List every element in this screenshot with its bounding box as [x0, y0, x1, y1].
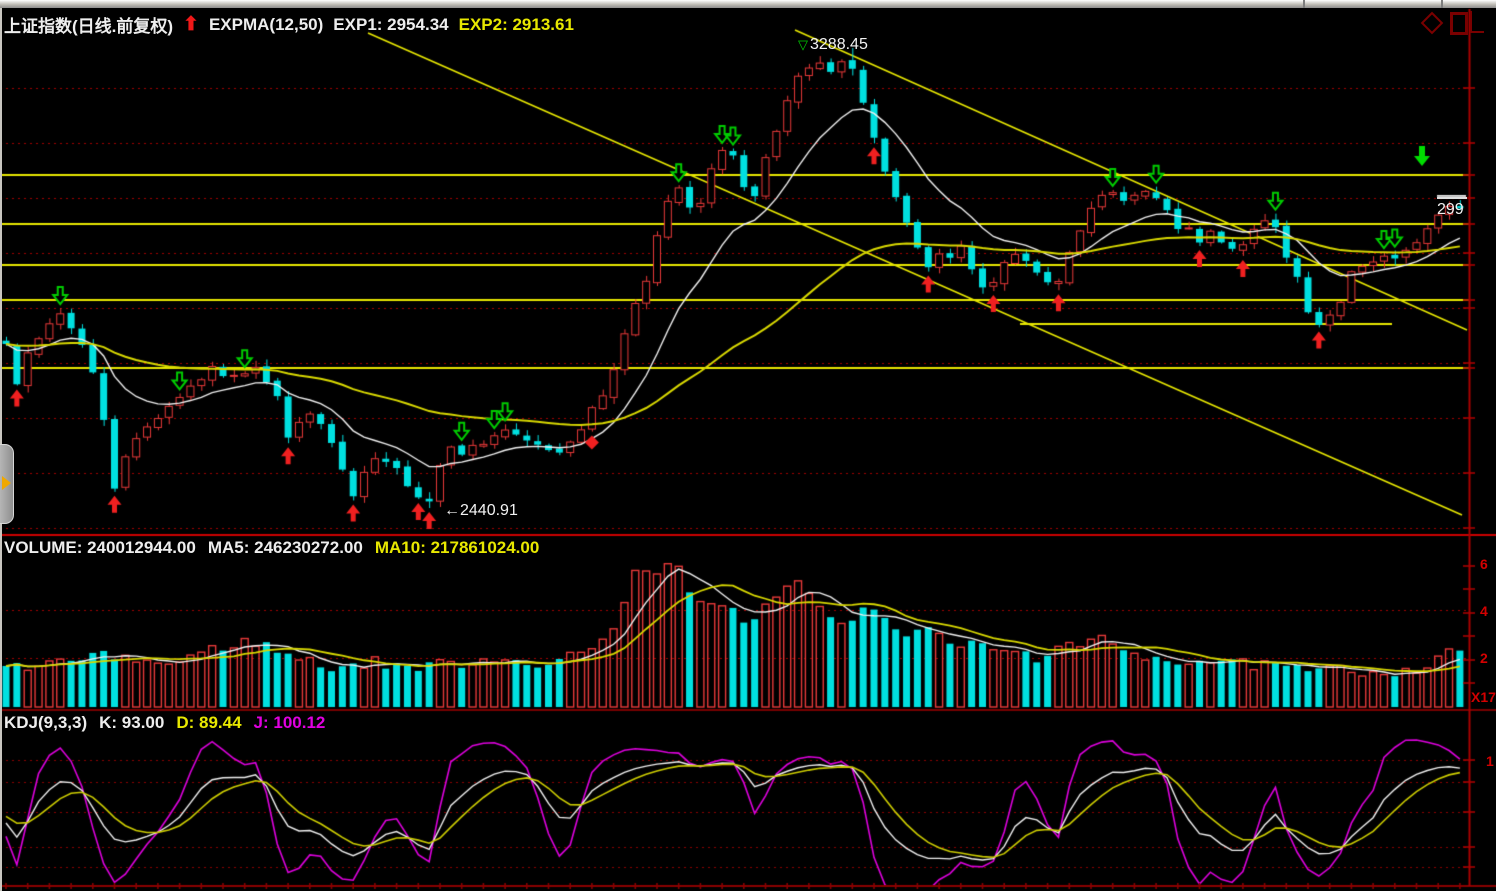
kdj-d-value: D: 89.44 — [176, 713, 242, 732]
exp1-value: EXP1: 2954.34 — [333, 14, 449, 34]
peak-annotation: ▽ 3288.45 — [798, 36, 868, 54]
window-edge-icon — [1470, 31, 1484, 33]
volume-scale-label: X17 — [1471, 689, 1496, 705]
symbol-title: 上证指数(日线.前复权) — [4, 17, 174, 36]
peak-marker-icon: ▽ — [798, 37, 808, 52]
kdj-axis-label: 1 — [1486, 753, 1494, 769]
volume-axis-label-6: 6 — [1480, 556, 1488, 572]
volume-axis-label-4: 4 — [1480, 603, 1488, 619]
expand-arrow-icon — [2, 476, 11, 490]
titlebar-strip — [0, 0, 1496, 8]
last-price-label: 299 — [1437, 197, 1467, 219]
chart-header: 上证指数(日线.前复权) ⬆︎ EXPMA(12,50) EXP1: 2954.… — [4, 12, 574, 37]
titlebar-seam — [1303, 0, 1305, 8]
kdj-header: KDJ(9,3,3) K: 93.00 D: 89.44 J: 100.12 — [4, 713, 325, 733]
volume-axis-label-2: 2 — [1480, 650, 1488, 666]
titlebar-seam — [1441, 0, 1443, 8]
exp2-value: EXP2: 2913.61 — [458, 14, 574, 34]
volume-ma10-value: MA10: 217861024.00 — [374, 538, 540, 557]
up-arrow-icon: ⬆︎ — [183, 13, 199, 35]
indicator-name[interactable]: EXPMA(12,50) — [208, 14, 324, 34]
kdj-k-value: K: 93.00 — [99, 713, 165, 732]
kdj-j-value: J: 100.12 — [253, 713, 326, 732]
volume-header: VOLUME: 240012944.00 MA5: 246230272.00 M… — [4, 538, 539, 558]
trough-annotation: ←2440.91 — [444, 502, 518, 519]
kdj-indicator-name[interactable]: KDJ(9,3,3) — [4, 713, 88, 732]
volume-ma5-value: MA5: 246230272.00 — [207, 538, 363, 557]
restore-window-icon[interactable] — [1450, 12, 1468, 35]
sidebar-collapse-tab[interactable] — [0, 444, 14, 524]
window-edge-icon — [1470, 11, 1472, 33]
peak-value: 3288.45 — [810, 36, 868, 53]
volume-value[interactable]: VOLUME: 240012944.00 — [4, 538, 196, 557]
